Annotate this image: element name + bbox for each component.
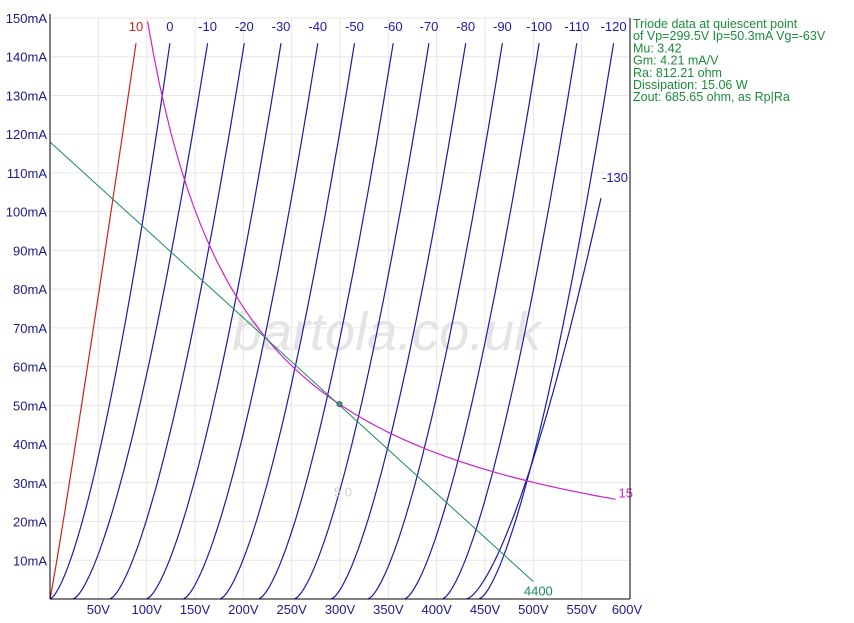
grid-curve-label: -80 <box>456 19 475 34</box>
max-dissipation-curve-group: 15 <box>147 21 633 500</box>
x-tick-label: 350V <box>373 602 404 617</box>
x-tick-label: 450V <box>470 602 501 617</box>
grid-curve--110 <box>442 43 578 600</box>
y-tick-label: 70mA <box>13 321 47 336</box>
grid-curve-10 <box>49 43 137 600</box>
grid-curve-label: -90 <box>493 19 512 34</box>
grid-curve--80 <box>330 43 467 600</box>
y-tick-label: 40mA <box>13 437 47 452</box>
x-tick-label: 500V <box>518 602 549 617</box>
grid-curve--10 <box>72 43 209 600</box>
grid-curve-label: -40 <box>308 19 327 34</box>
grid-curve-label: -130 <box>602 170 628 185</box>
info-line: Dissipation: 15.06 W <box>633 78 748 92</box>
y-tick-label: 120mA <box>6 127 48 142</box>
x-tick-label: 200V <box>228 602 259 617</box>
info-line: Gm: 4.21 mA/V <box>633 54 719 68</box>
x-tick-label: 50V <box>87 602 110 617</box>
y-tick-label: 140mA <box>6 50 48 65</box>
grid-curve-label: 10 <box>129 19 143 34</box>
y-tick-label: 20mA <box>13 515 47 530</box>
load-line-group: 4400 5 0 <box>49 141 553 599</box>
y-tick-label: 110mA <box>7 166 48 181</box>
info-line: Ra: 812.21 ohm <box>633 66 722 80</box>
info-line: of Vp=299.5V Ip=50.3mA Vg=-63V <box>633 29 826 43</box>
grid-curve-label: -120 <box>601 19 627 34</box>
y-tick-label: 30mA <box>13 476 47 491</box>
grid-curve--20 <box>109 43 245 600</box>
y-tick-label: 90mA <box>13 243 47 258</box>
grid-curve--90 <box>367 43 503 600</box>
grid-curve--100 <box>404 43 540 600</box>
grid-voltage-curves: 10 0 -10 -20 -30 -40 -50 -60 -70 -80 -90 -100 -110 -1… <box>49 19 628 600</box>
y-tick-label: 100mA <box>6 205 48 220</box>
grid-curve--130 <box>466 197 602 600</box>
grid-curve-0 <box>49 43 171 600</box>
y-tick-label: 60mA <box>13 360 47 375</box>
info-line: Zout: 685.65 ohm, as Rp|Ra <box>633 90 790 104</box>
info-line: Triode data at quiescent point <box>633 17 798 31</box>
grid-curve--40 <box>183 43 319 600</box>
quiescent-point-marker <box>336 401 343 408</box>
grid-curve--70 <box>294 43 430 600</box>
grid-curve-label: -110 <box>564 19 589 34</box>
info-line: Mu: 3.42 <box>633 41 682 55</box>
grid-curve--50 <box>219 43 356 600</box>
y-tick-label: 130mA <box>6 88 48 103</box>
max-dissipation-label: 15 <box>619 485 633 500</box>
grid-curve--120 <box>478 43 615 600</box>
axes <box>49 14 631 600</box>
grid-curve-label: -10 <box>198 19 217 34</box>
y-tick-label: 80mA <box>13 282 47 297</box>
x-tick-label: 100V <box>131 602 162 617</box>
y-tick-label: 10mA <box>13 553 47 568</box>
load-line <box>49 141 534 582</box>
y-axis-tick-labels: 10mA 20mA 30mA 40mA 50mA 60mA 70mA 80mA 90mA 100m… <box>6 11 48 568</box>
grid-curve-label: -20 <box>235 19 254 34</box>
grid-curve-label: -100 <box>526 19 552 34</box>
x-tick-label: 300V <box>325 602 356 617</box>
grid-curve-label: -60 <box>384 19 403 34</box>
watermark-text: bartola.co.uk <box>232 302 544 362</box>
x-tick-label: 550V <box>566 602 597 617</box>
load-line-label: 4400 <box>524 584 553 599</box>
x-tick-label: 400V <box>421 602 452 617</box>
grid-curve-label: -50 <box>345 19 364 34</box>
x-tick-label: 600V <box>612 602 643 617</box>
x-axis-tick-labels: 50V 100V 150V 200V 250V 300V 350V 400V 450V 500V 5… <box>87 602 643 617</box>
grid-curve--60 <box>258 43 394 600</box>
grid-curve--30 <box>146 43 282 600</box>
max-dissipation-curve <box>147 21 616 500</box>
grid-curve-label: -70 <box>420 19 439 34</box>
x-tick-label: 250V <box>276 602 307 617</box>
grid-curve-label: 0 <box>166 19 173 34</box>
y-tick-label: 50mA <box>13 398 47 413</box>
y-tick-label: 150mA <box>6 11 48 26</box>
load-line-secondary-label: 5 0 <box>334 484 352 499</box>
grid-curve-label: -30 <box>272 19 291 34</box>
x-tick-label: 150V <box>180 602 211 617</box>
